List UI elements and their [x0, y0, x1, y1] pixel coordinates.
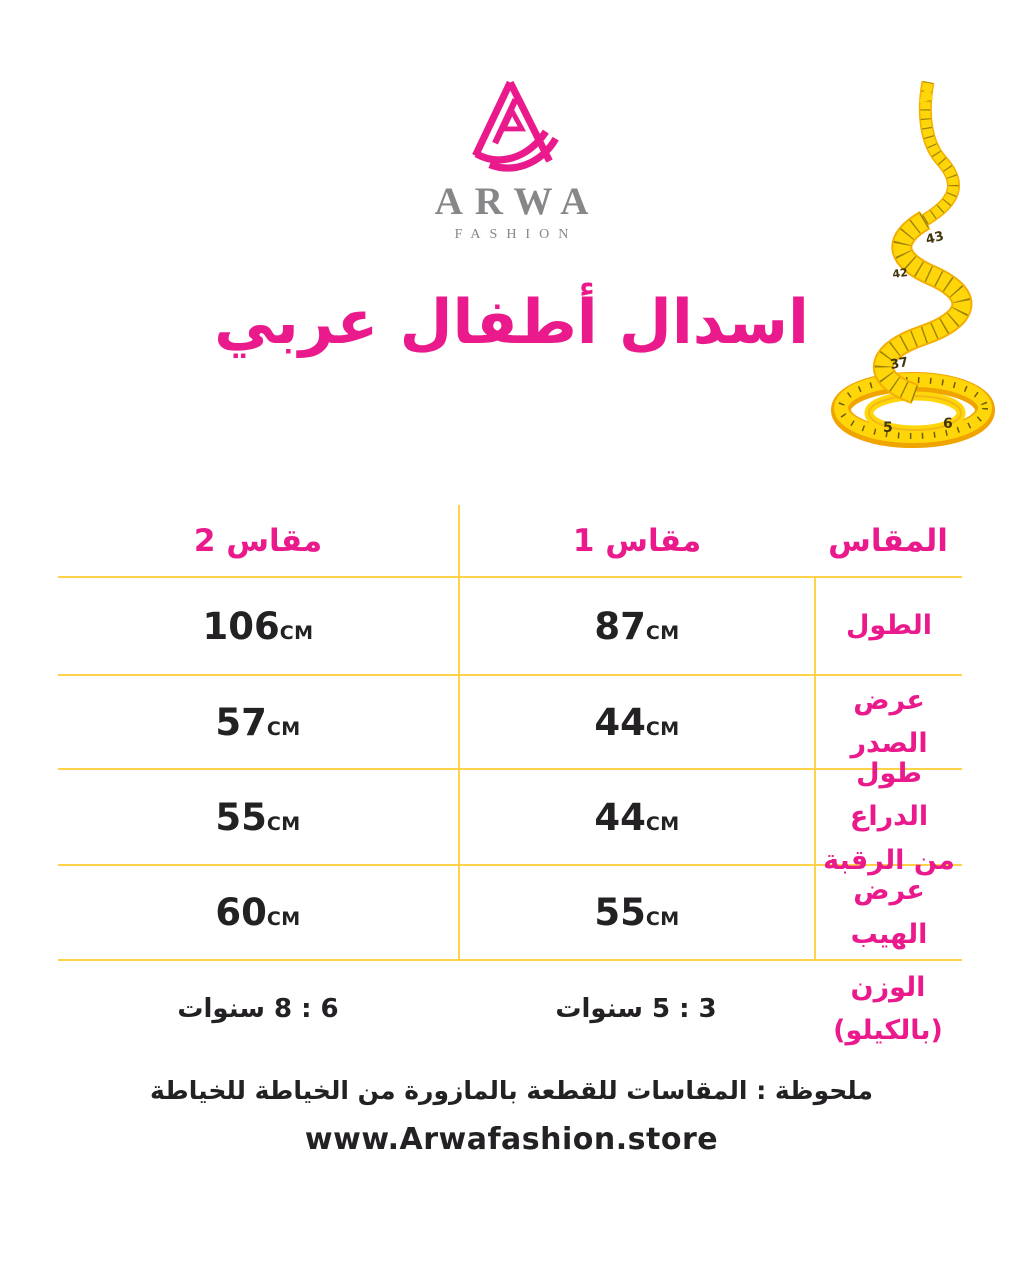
row-label-hip-width: عرض الهيب	[814, 866, 962, 961]
measurement-value: 57CM	[215, 700, 301, 744]
cell-age-size1: 3 : 5 سنوات	[458, 961, 814, 1057]
cell-age-size2: 6 : 8 سنوات	[58, 961, 458, 1057]
measurement-value: 55CM	[215, 795, 301, 839]
cell-hip-size2: 60CM	[58, 866, 458, 961]
age-range-value: 6 : 8 سنوات	[177, 994, 339, 1024]
unit-label: CM	[279, 621, 314, 644]
page-title: اسدال أطفال عربي	[214, 287, 809, 358]
unit-label: CM	[645, 621, 680, 644]
tape-ticks-ribbon-upper	[920, 81, 959, 225]
tape-number: 42	[892, 266, 909, 281]
arwa-logo-icon	[471, 80, 559, 172]
tape-number: 5	[883, 420, 893, 436]
unit-label: CM	[645, 812, 680, 835]
row-label-weight: الوزن (بالكيلو)	[833, 971, 943, 1046]
tape-tip	[919, 82, 933, 102]
measuring-tape-image: 43 42 37 5 6	[831, 80, 995, 448]
measurement-value: 44CM	[594, 795, 680, 839]
cell-length-size2: 106CM	[58, 578, 458, 676]
row-label-sleeve-length: طول الدراع من الرقبة	[814, 758, 962, 876]
unit-label: CM	[645, 908, 680, 930]
row-label-chest-width: عرض الصدر	[814, 676, 962, 770]
row-label-length: الطول	[814, 578, 962, 676]
unit-label: CM	[266, 717, 301, 740]
brand-block: ARWA FASHION	[0, 78, 1023, 242]
measurement-note: ملحوظة : المقاسات للقطعة بالمازورة من ال…	[150, 1076, 873, 1105]
tape-coil-inner-edge	[868, 395, 962, 431]
measurement-value: 44CM	[594, 700, 680, 744]
brand-name: ARWA	[434, 180, 601, 223]
cell-chest-size1: 44CM	[458, 676, 814, 770]
website-url: www.Arwafashion.store	[304, 1122, 719, 1157]
size-table: المقاس مقاس 1 مقاس 2 الطول 87CM 106CM عر…	[58, 505, 962, 1057]
unit-label: CM	[645, 717, 680, 740]
tape-number: 37	[889, 355, 909, 373]
cell-length-size1: 87CM	[458, 578, 814, 676]
measurement-value: 55CM	[594, 891, 680, 934]
tape-ticks-coil	[838, 377, 988, 439]
cell-sleeve-size1: 44CM	[458, 770, 814, 866]
age-range-value: 3 : 5 سنوات	[555, 994, 717, 1024]
tape-ribbon	[875, 212, 971, 403]
cell-chest-size2: 57CM	[58, 676, 458, 770]
cell-sleeve-size2: 55CM	[58, 770, 458, 866]
unit-label: CM	[266, 812, 301, 835]
measurement-value: 106CM	[202, 604, 314, 648]
header-size-column: المقاس	[814, 505, 962, 578]
tape-number: 6	[943, 416, 953, 432]
tape-ribbon-upper	[920, 81, 959, 225]
header-size-2: مقاس 2	[58, 505, 458, 578]
brand-subtitle: FASHION	[454, 227, 578, 242]
cell-hip-size1: 55CM	[458, 866, 814, 961]
tape-number: 43	[924, 229, 945, 248]
header-size-1: مقاس 1	[458, 505, 814, 578]
measurement-value: 60CM	[215, 891, 301, 934]
unit-label: CM	[266, 908, 301, 930]
measurement-value: 87CM	[594, 604, 680, 648]
